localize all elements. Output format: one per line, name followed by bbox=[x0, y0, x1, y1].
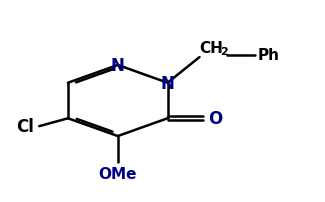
Text: 2: 2 bbox=[220, 47, 228, 57]
Text: CH: CH bbox=[200, 40, 223, 55]
Text: Ph: Ph bbox=[258, 48, 280, 63]
Text: OMe: OMe bbox=[98, 166, 137, 181]
Text: Cl: Cl bbox=[17, 118, 34, 136]
Text: O: O bbox=[208, 110, 223, 128]
Text: N: N bbox=[111, 57, 125, 75]
Text: N: N bbox=[161, 74, 175, 92]
